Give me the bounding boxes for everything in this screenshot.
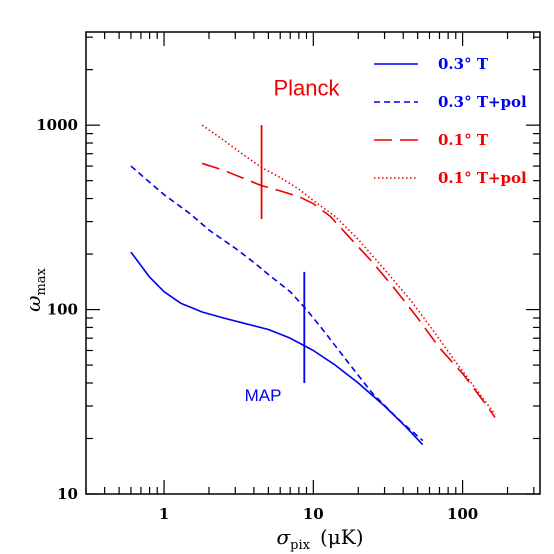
series-line-4 — [201, 124, 496, 415]
marker-lines — [260, 125, 306, 383]
axis-ticks — [85, 32, 540, 495]
y-tick-label: 1000 — [36, 116, 78, 134]
y-axis-title: ωmax — [21, 267, 49, 311]
annotation-map: MAP — [245, 386, 282, 405]
x-axis-subscript: pix — [290, 538, 310, 553]
y-tick-label: 10 — [57, 485, 78, 503]
x-tick-label: 100 — [447, 505, 478, 523]
legend-label-2: 0.3° T+pol — [438, 93, 527, 111]
x-axis-symbol: σ — [276, 525, 291, 549]
x-axis-title: σpix (μK) — [276, 525, 363, 553]
series-line-3 — [201, 162, 496, 418]
series-line-2 — [130, 165, 424, 442]
x-tick-label: 10 — [303, 505, 324, 523]
legend: 0.3° T 0.3° T+pol 0.1° T 0.1° T+pol — [374, 55, 527, 187]
y-tick-label: 100 — [47, 301, 78, 319]
y-axis-symbol: ω — [21, 296, 45, 312]
y-axis-subscript: max — [34, 267, 49, 295]
legend-label-4: 0.1° T+pol — [438, 169, 527, 187]
series-group — [130, 124, 496, 446]
legend-label-3: 0.1° T — [438, 131, 489, 149]
annotation-planck: Planck — [273, 75, 340, 100]
x-tick-label: 1 — [159, 505, 169, 523]
x-axis-unit: (μK) — [320, 525, 364, 549]
tick-labels: 1 10 100 10 100 1000 — [36, 116, 478, 523]
legend-label-1: 0.3° T — [438, 55, 489, 73]
series-line-1 — [130, 251, 424, 446]
annotations: Planck MAP — [245, 75, 341, 404]
